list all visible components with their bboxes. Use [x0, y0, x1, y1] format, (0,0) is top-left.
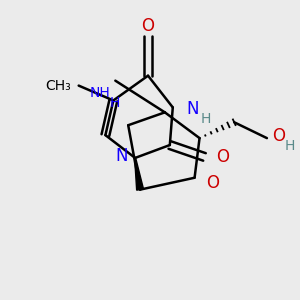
Text: O: O [142, 17, 154, 35]
Text: NH: NH [90, 85, 110, 100]
Text: N: N [187, 100, 199, 118]
Text: CH₃: CH₃ [45, 79, 71, 93]
Text: H: H [200, 112, 211, 126]
Text: N: N [115, 147, 128, 165]
Text: H: H [110, 96, 120, 110]
Text: O: O [272, 127, 285, 145]
Polygon shape [135, 158, 143, 190]
Text: O: O [216, 148, 230, 166]
Text: O: O [206, 174, 220, 192]
Text: H: H [285, 139, 295, 153]
